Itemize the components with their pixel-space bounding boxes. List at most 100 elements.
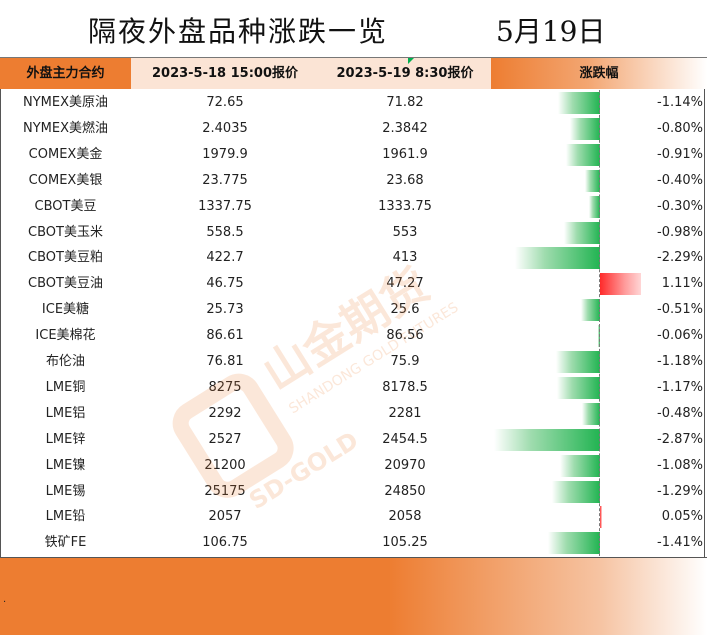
table-row: COMEX美银 23.775 23.68 -0.40% (0, 168, 707, 194)
table-row: CBOT美豆粕 422.7 413 -2.29% (0, 245, 707, 271)
curr-price: 24850 (384, 483, 426, 499)
table-row: LME铅 2057 2058 0.05% (0, 504, 707, 530)
contract-name: CBOT美玉米 (28, 224, 103, 240)
prev-price: 2057 (208, 509, 242, 525)
prev-price: 86.61 (206, 328, 244, 344)
curr-price: 2058 (388, 509, 422, 525)
table-row: ICE美棉花 86.61 86.56 -0.06% (0, 323, 707, 349)
change-label: -1.14% (657, 95, 703, 110)
change-bar (581, 299, 600, 322)
change-bar (557, 92, 600, 114)
contract-name: CBOT美豆粕 (28, 250, 103, 266)
change-label: 1.11% (661, 276, 703, 292)
table-row: LME铜 8275 8178.5 -1.17% (0, 375, 707, 401)
change-label: -2.87% (657, 431, 703, 447)
table-row: 铁矿FE 106.75 105.25 -1.41% (0, 530, 707, 556)
change-label: -0.80% (657, 120, 703, 136)
footer-mark: . (3, 594, 7, 605)
prev-price: 21200 (204, 457, 246, 473)
change-bar (556, 376, 600, 399)
change-bar (494, 428, 600, 451)
change-label: -2.29% (657, 250, 703, 266)
change-bar (597, 325, 600, 348)
curr-price: 413 (392, 250, 418, 266)
prev-price: 8275 (208, 379, 242, 395)
contract-name: NYMEX美原油 (22, 95, 108, 110)
change-label: -1.41% (657, 535, 703, 551)
change-label: -0.06% (657, 328, 703, 344)
prev-price: 2292 (208, 405, 242, 421)
prev-price: 25175 (204, 483, 246, 499)
curr-price: 1333.75 (378, 198, 432, 214)
bar-zero-axis (599, 90, 601, 556)
contract-name: LME镍 (45, 457, 86, 473)
contract-name: CBOT美豆 (34, 198, 97, 214)
table-row: NYMEX美燃油 2.4035 2.3842 -0.80% (0, 116, 707, 142)
curr-price: 2.3842 (382, 120, 428, 136)
change-label: -1.17% (657, 379, 703, 395)
curr-price: 8178.5 (382, 379, 428, 395)
change-bar (566, 143, 600, 166)
contract-name: NYMEX美燃油 (22, 120, 108, 136)
change-label: -0.40% (657, 172, 703, 188)
contract-name: LME锡 (45, 483, 86, 499)
curr-price: 1961.9 (382, 146, 428, 162)
report-date: 5月19日 (496, 15, 606, 48)
cell-marker-icon (408, 58, 414, 64)
change-bar (588, 195, 600, 218)
change-label: -1.08% (657, 457, 703, 473)
curr-price: 25.6 (390, 302, 420, 318)
change-label: 0.05% (661, 509, 703, 525)
title-bar: 隔夜外盘品种涨跌一览 5月19日 (0, 0, 707, 58)
change-label: -0.98% (657, 224, 703, 240)
change-bar (515, 247, 600, 270)
table-row: ICE美糖 25.73 25.6 -0.51% (0, 297, 707, 323)
table-row: 布伦油 76.81 75.9 -1.18% (0, 349, 707, 375)
header-contract: 外盘主力合约 (0, 58, 131, 89)
contract-name: LME铝 (45, 405, 86, 421)
table-row: CBOT美豆油 46.75 47.27 1.11% (0, 271, 707, 297)
curr-price: 23.68 (386, 172, 424, 188)
change-bar (582, 402, 600, 425)
change-label: -0.48% (657, 405, 703, 421)
contract-name: CBOT美豆油 (28, 276, 103, 292)
curr-price: 20970 (384, 457, 426, 473)
contract-name: 铁矿FE (44, 535, 87, 551)
prev-price: 72.65 (206, 95, 244, 110)
curr-price: 71.82 (386, 95, 424, 110)
change-bar (563, 221, 600, 244)
curr-price: 86.56 (386, 328, 424, 344)
curr-price: 2454.5 (382, 431, 428, 447)
table-row: COMEX美金 1979.9 1961.9 -0.91% (0, 142, 707, 168)
table-row: LME铝 2292 2281 -0.48% (0, 401, 707, 427)
table-row: CBOT美豆 1337.75 1333.75 -0.30% (0, 194, 707, 220)
prev-price: 2527 (208, 431, 242, 447)
table-row: NYMEX美原油 72.65 71.82 -1.14% (0, 90, 707, 116)
prev-price: 2.4035 (202, 120, 248, 136)
contract-name: COMEX美银 (28, 172, 103, 188)
prev-price: 23.775 (202, 172, 248, 188)
contract-name: 布伦油 (45, 354, 85, 369)
prev-price: 1979.9 (202, 146, 248, 162)
contract-name: ICE美棉花 (35, 328, 96, 344)
table-header: 外盘主力合约 2023-5-18 15:00报价 2023-5-19 8:30报… (0, 58, 707, 89)
change-bar (560, 454, 600, 477)
prev-price: 1337.75 (198, 198, 252, 214)
header-change: 涨跌幅 (491, 58, 707, 89)
contract-name: LME铜 (45, 379, 86, 395)
curr-price: 553 (392, 224, 418, 240)
title-divider (0, 57, 707, 58)
footer-band: . (0, 557, 707, 635)
curr-price: 47.27 (386, 276, 424, 292)
prev-price: 106.75 (202, 535, 248, 551)
change-label: -0.30% (657, 198, 703, 214)
prev-price: 422.7 (206, 250, 244, 266)
change-bar (585, 169, 600, 192)
change-label: -0.51% (657, 302, 703, 318)
prev-price: 25.73 (206, 302, 244, 318)
table-row: LME锌 2527 2454.5 -2.87% (0, 427, 707, 453)
contract-name: LME锌 (45, 431, 86, 447)
table-row: CBOT美玉米 558.5 553 -0.98% (0, 220, 707, 246)
change-label: -1.18% (657, 354, 703, 369)
prev-price: 76.81 (206, 354, 244, 369)
